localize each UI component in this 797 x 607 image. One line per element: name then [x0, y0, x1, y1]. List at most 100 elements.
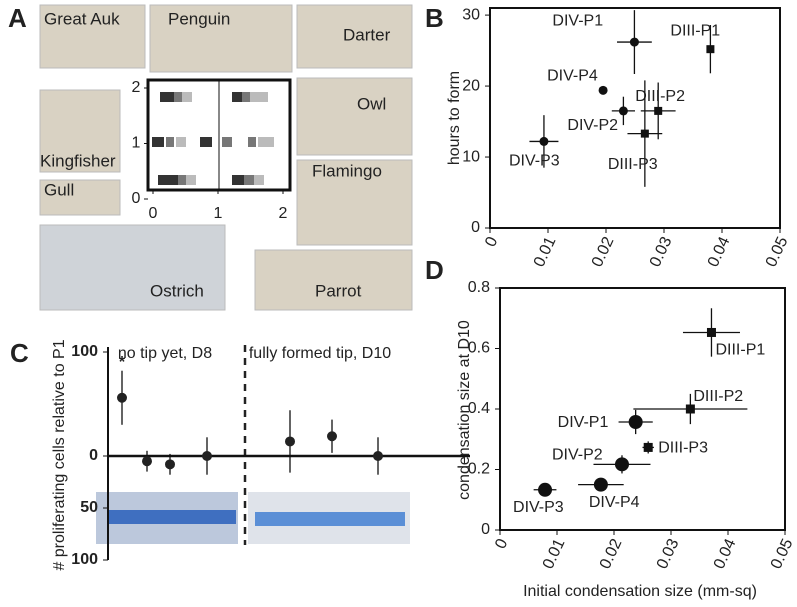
photo — [296, 159, 413, 246]
x-tick-label: 0 — [149, 205, 158, 222]
point — [614, 457, 629, 472]
point — [685, 404, 695, 414]
point — [654, 106, 663, 115]
y-tick-label: 100 — [71, 343, 98, 360]
x-tick-label: 0.05 — [768, 536, 797, 572]
point-label: DIII-P3 — [658, 440, 708, 457]
x-tick-label: 0.03 — [654, 536, 683, 572]
plot-frame — [489, 7, 781, 229]
x-tick-label: 2 — [279, 205, 288, 222]
panel-label: D — [425, 255, 444, 285]
point — [285, 436, 295, 447]
y-tick-label: 0.2 — [468, 461, 490, 478]
y-tick-label: 1 — [132, 135, 141, 152]
y-tick-label: 0 — [471, 219, 480, 236]
x-tick-label: 0 — [482, 234, 501, 249]
significance: * — [119, 354, 126, 371]
point — [598, 85, 608, 95]
y-tick-label: 0.4 — [468, 400, 490, 417]
point — [538, 482, 553, 497]
point-label: DIII-P2 — [635, 88, 685, 105]
x-tick-label: 0.04 — [705, 234, 734, 270]
photo — [254, 249, 413, 311]
point — [142, 456, 152, 467]
mini-diagram — [146, 78, 292, 192]
panel-label: B — [425, 3, 444, 33]
mini-glyphs — [152, 92, 274, 185]
y-tick-label: 10 — [462, 148, 480, 165]
point — [643, 442, 653, 452]
point-label: DIII-P1 — [715, 342, 765, 359]
point-label: DIV-P2 — [552, 447, 603, 464]
y-tick-label: 2 — [132, 79, 141, 96]
y-axis-label: condensation size at D10 — [456, 320, 473, 500]
point-label: DIV-P1 — [552, 12, 603, 29]
y-tick-label: 0.6 — [468, 340, 490, 357]
bird-label: Kingfisher — [40, 151, 116, 170]
y-axis-label: hours to form — [446, 71, 463, 165]
point — [618, 106, 628, 116]
y-tick-label: 50 — [80, 499, 98, 516]
x-tick-label: 0.02 — [589, 234, 618, 270]
point-label: DIV-P3 — [509, 153, 560, 170]
group-label: fully formed tip, D10 — [249, 345, 391, 362]
point — [640, 129, 649, 138]
panel-label: C — [10, 338, 29, 368]
point-label: DIV-P1 — [558, 414, 609, 431]
photo-stain — [108, 510, 236, 524]
point — [202, 451, 212, 461]
photo — [39, 4, 146, 69]
point — [706, 327, 716, 337]
photo — [149, 4, 293, 73]
group-label: no tip yet, D8 — [118, 345, 212, 362]
bird-label: Parrot — [315, 281, 362, 300]
point-label: DIII-P3 — [608, 156, 658, 173]
photos — [39, 4, 413, 311]
bird-label: Flamingo — [312, 161, 382, 180]
y-tick-label: 100 — [71, 551, 98, 568]
point-label: DIII-P1 — [670, 22, 720, 39]
y-tick-label: 0.8 — [468, 279, 490, 296]
panel-label: A — [8, 3, 27, 33]
bird-label: Darter — [343, 25, 391, 44]
photo — [39, 89, 121, 173]
point-label: DIII-P2 — [693, 388, 743, 405]
photo — [296, 4, 413, 69]
x-tick-label: 0.03 — [647, 234, 676, 270]
point — [629, 37, 639, 47]
point — [117, 392, 127, 403]
bird-label: Owl — [357, 94, 386, 113]
bird-label: Great Auk — [44, 9, 120, 28]
point — [327, 431, 337, 442]
x-tick-label: 1 — [214, 205, 223, 222]
x-tick-label: 0.01 — [540, 536, 569, 572]
y-tick-label: 0 — [89, 447, 98, 464]
y-tick-label: 30 — [462, 6, 480, 23]
point-label: DIV-P4 — [547, 68, 598, 85]
x-tick-label: 0 — [492, 536, 511, 551]
photo — [39, 179, 121, 216]
x-tick-label: 0.01 — [531, 234, 560, 270]
photo — [296, 77, 413, 156]
point-label: DIV-P4 — [589, 494, 640, 511]
bird-label: Gull — [44, 180, 74, 199]
photo — [39, 224, 226, 311]
bird-label: Ostrich — [150, 281, 204, 300]
bird-label: Penguin — [168, 9, 230, 28]
photo-stain — [255, 512, 405, 526]
point — [165, 459, 175, 470]
point — [373, 451, 383, 461]
x-tick-label: 0.04 — [711, 536, 740, 572]
y-tick-label: 20 — [462, 77, 480, 94]
point — [706, 45, 715, 54]
point-label: DIV-P3 — [513, 499, 564, 516]
x-axis-label: Initial condensation size (mm-sq) — [523, 583, 757, 600]
point — [593, 477, 608, 492]
y-tick-label: 0 — [132, 190, 141, 207]
y-axis-label: # proliferating cells relative to P1 — [51, 339, 68, 570]
point — [539, 136, 549, 146]
y-tick-label: 0 — [481, 521, 490, 538]
point-label: DIV-P2 — [567, 117, 618, 134]
x-tick-label: 0.02 — [597, 536, 626, 572]
